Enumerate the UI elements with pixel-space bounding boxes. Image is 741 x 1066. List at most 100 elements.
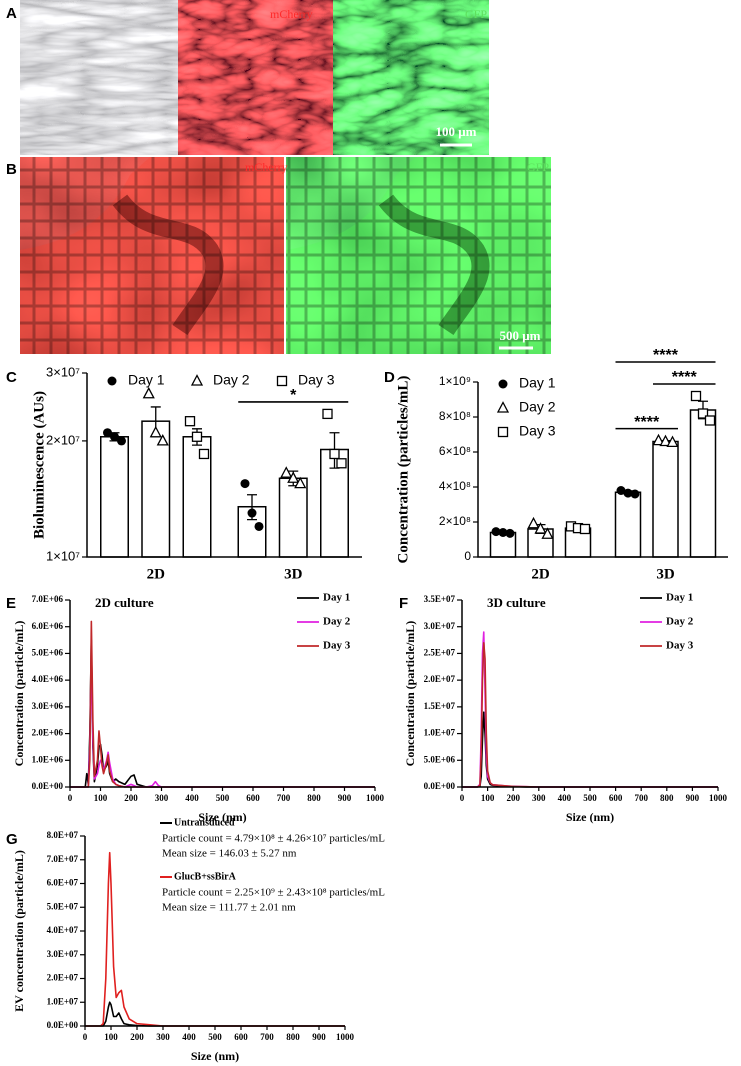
x-tick-label: 700 <box>634 793 648 803</box>
legend-marker <box>276 375 288 387</box>
y-tick-label: 5.0E+06 <box>424 754 456 764</box>
x-tick-label: 0 <box>68 793 73 803</box>
legend-label: Day 3 <box>666 640 694 652</box>
y-tick-label: 8×10⁸ <box>439 409 471 423</box>
bar <box>614 491 642 558</box>
data-point <box>541 527 554 539</box>
legend-label: Day 1 <box>323 592 350 604</box>
legend-detail: Mean size = 146.03 ± 5.27 nm <box>162 848 297 860</box>
x-tick-label: 100 <box>481 793 495 803</box>
data-point <box>616 486 626 495</box>
data-point <box>579 523 591 535</box>
x-tick-label: 0 <box>460 793 465 803</box>
data-point <box>254 521 264 531</box>
x-tick-label: 600 <box>609 793 623 803</box>
y-tick-label: 1×10⁹ <box>439 374 471 388</box>
legend-label: Untransduced <box>174 817 235 828</box>
y-tick-label: 1×10⁷ <box>46 548 80 563</box>
data-point <box>110 432 119 442</box>
y-tick-label: 3×10⁷ <box>46 364 80 379</box>
legend-label: Day 2 <box>323 616 351 628</box>
significance-label: * <box>290 387 297 404</box>
x-tick-label: 400 <box>558 793 572 803</box>
data-point <box>117 436 126 446</box>
legend-label: Day 1 <box>519 375 556 391</box>
y-tick-label: 1.0E+07 <box>424 728 456 738</box>
series-line <box>462 641 718 788</box>
x-tick-label: 600 <box>246 793 260 803</box>
data-point <box>198 448 210 460</box>
y-axis-title: Concentration (particle/mL) <box>12 621 26 767</box>
legend-label: Day 3 <box>519 423 556 439</box>
data-point <box>142 386 155 399</box>
chart-title: 3D culture <box>487 595 546 610</box>
x-tick-label: 600 <box>234 1032 248 1042</box>
series-line <box>70 639 375 788</box>
y-tick-label: 2.5E+07 <box>424 647 456 657</box>
bar <box>100 436 129 558</box>
legend-label: Day 2 <box>666 616 694 628</box>
y-tick-label: 2.0E+06 <box>32 728 64 738</box>
x-tick-label: 300 <box>532 793 546 803</box>
x-tick-label: 0 <box>83 1032 88 1042</box>
panel-letter: B <box>6 161 17 178</box>
y-tick-label: 4×10⁸ <box>439 479 471 493</box>
panel-b: B mCherry GFP 500 μm <box>6 157 551 354</box>
panel-letter: C <box>6 369 17 386</box>
x-tick-label: 500 <box>216 793 230 803</box>
x-axis-title: Size (nm) <box>198 810 246 824</box>
legend-marker <box>496 401 510 413</box>
x-tick-label: 100 <box>94 793 108 803</box>
data-point <box>666 435 679 448</box>
y-tick-label: 2×10⁸ <box>439 514 471 528</box>
chart-title: 2D culture <box>95 595 154 610</box>
panel-letter: G <box>6 831 18 848</box>
x-tick-label: 400 <box>182 1032 196 1042</box>
data-point <box>623 488 633 498</box>
bar <box>652 440 679 558</box>
panel-letter: A <box>6 5 17 22</box>
significance-label: **** <box>672 369 698 386</box>
y-tick-label: 4.0E+06 <box>32 674 64 684</box>
x-tick-label: 2D <box>147 566 166 582</box>
scale-bar-label: 100 μm <box>436 124 477 139</box>
y-axis-title: Concentration (particles/mL) <box>395 376 411 564</box>
series-line <box>462 711 718 788</box>
x-tick-label: 900 <box>686 793 700 803</box>
y-tick-label: 5.0E+07 <box>47 901 79 911</box>
data-point <box>652 433 665 446</box>
panel-letter: F <box>399 595 408 612</box>
series-line <box>85 851 345 1027</box>
legend-marker <box>497 426 509 438</box>
y-tick-label: 0.0E+00 <box>424 781 456 791</box>
channel-label: GFP <box>527 160 549 174</box>
y-axis-title: Concentration (particle/mL) <box>403 621 417 767</box>
legend-marker <box>498 379 508 389</box>
y-tick-label: 4.0E+07 <box>47 925 79 935</box>
data-point <box>329 448 340 460</box>
x-tick-label: 200 <box>506 793 520 803</box>
y-axis-title: EV concentration (particle/mL) <box>12 850 26 1012</box>
panel-a: A mCherry GFP 100 μm <box>6 0 489 155</box>
y-tick-label: 0.0E+00 <box>32 781 64 791</box>
data-point <box>156 434 169 446</box>
legend-label: Day 2 <box>519 399 556 415</box>
y-tick-label: 3.0E+07 <box>47 949 79 959</box>
axis-line <box>461 600 718 788</box>
x-tick-label: 1000 <box>336 1032 355 1042</box>
x-tick-label: 300 <box>156 1032 170 1042</box>
x-tick-label: 700 <box>277 793 291 803</box>
legend-label: Day 2 <box>213 372 250 388</box>
data-point <box>322 408 333 420</box>
data-point <box>534 522 547 534</box>
y-tick-label: 1.5E+07 <box>424 701 456 711</box>
data-point <box>498 528 508 537</box>
x-tick-label: 3D <box>284 566 303 582</box>
x-tick-label: 700 <box>260 1032 274 1042</box>
significance-label: **** <box>634 414 660 431</box>
data-point <box>690 390 702 402</box>
x-tick-label: 400 <box>185 793 199 803</box>
y-tick-label: 1.0E+07 <box>47 996 79 1006</box>
data-point <box>336 458 347 469</box>
y-tick-label: 0.0E+00 <box>47 1020 79 1030</box>
